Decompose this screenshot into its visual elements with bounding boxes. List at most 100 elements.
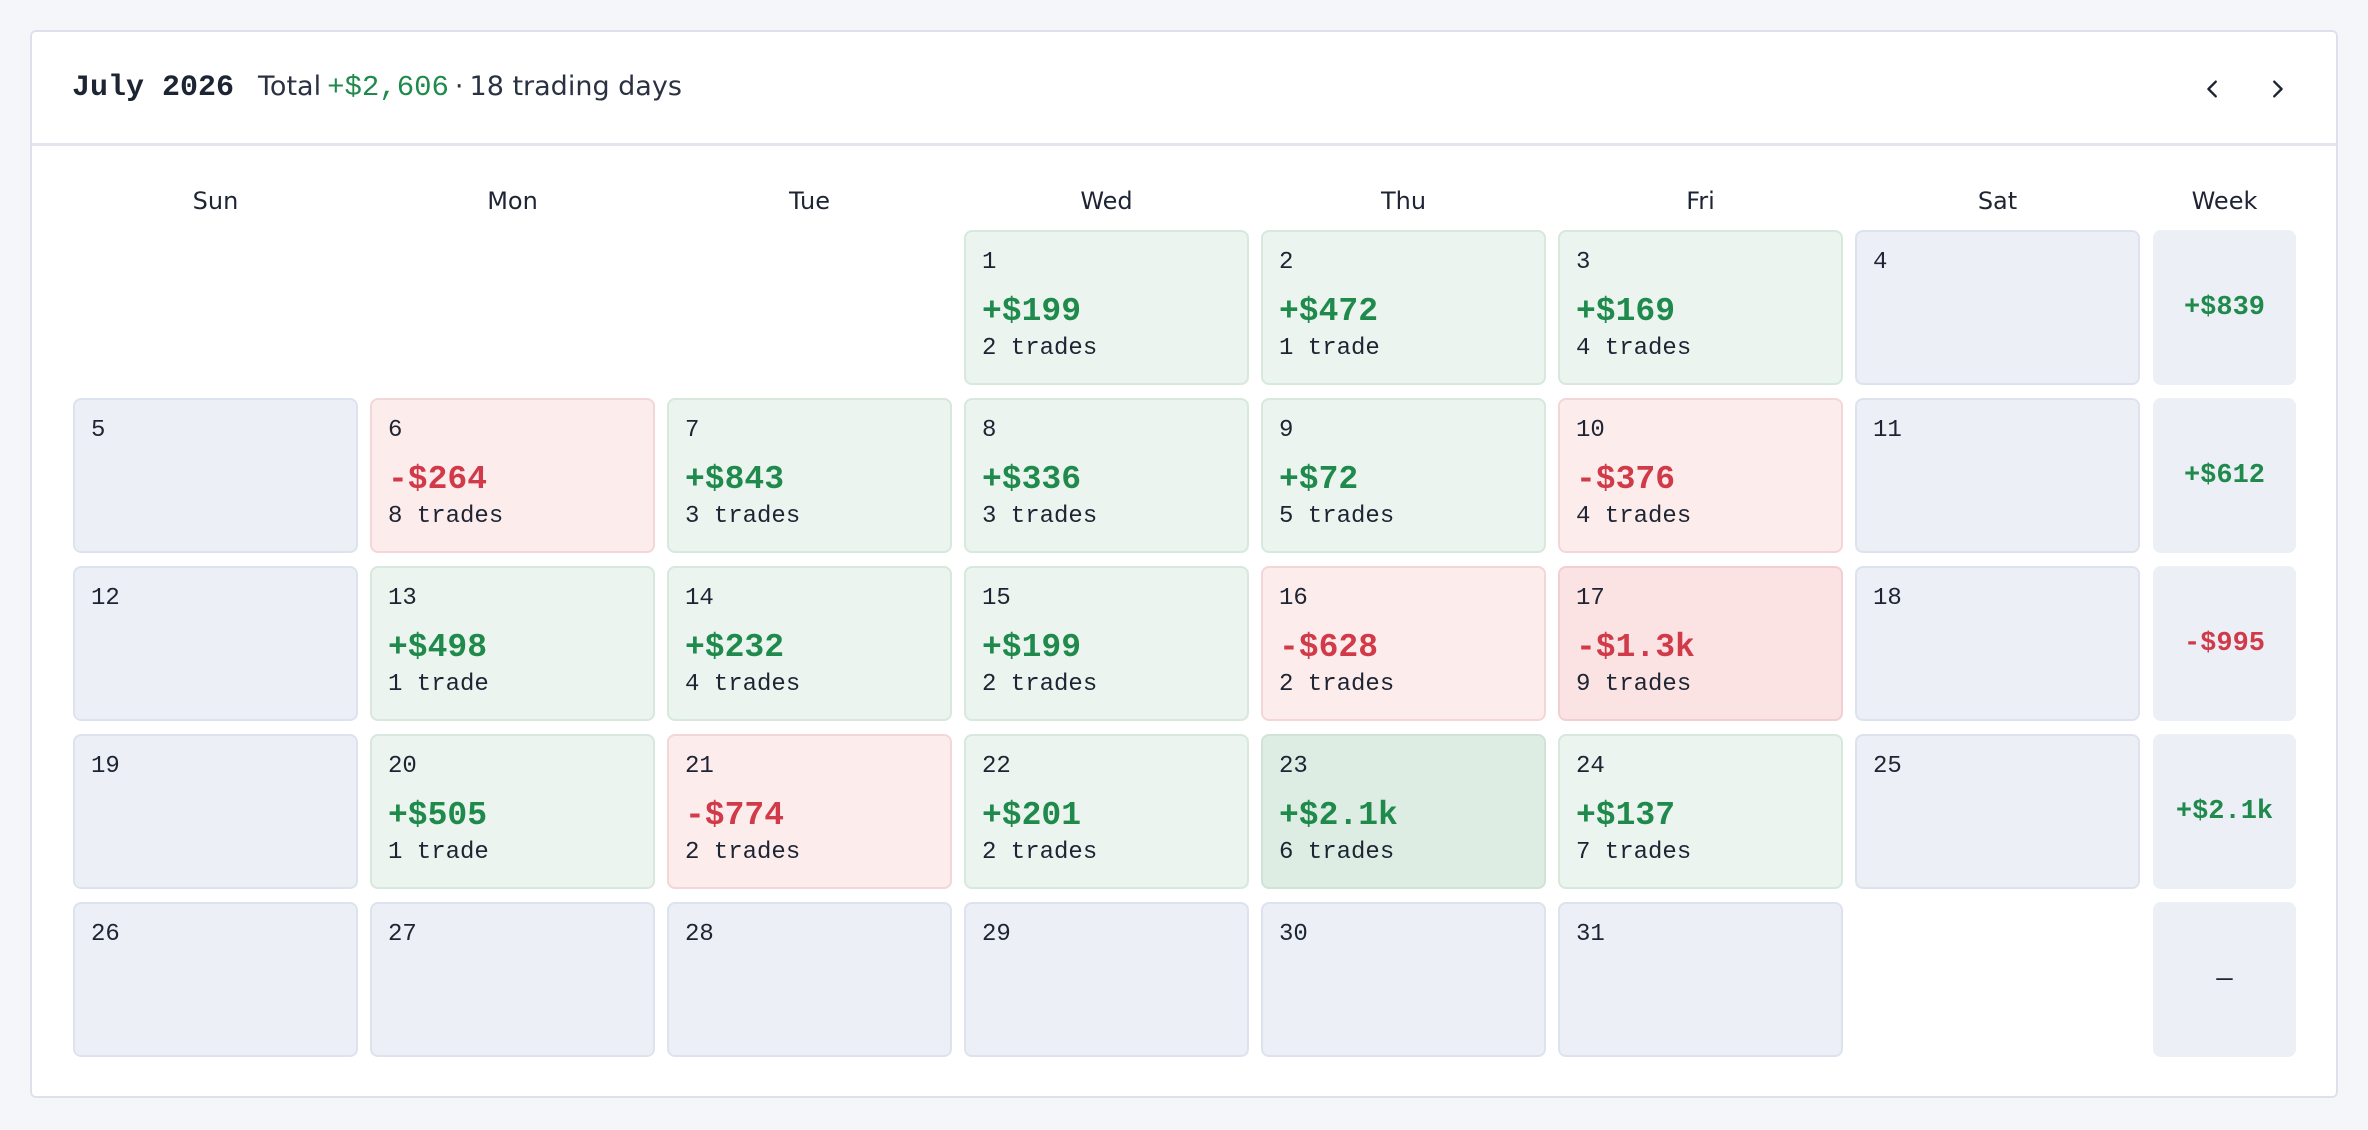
day-number: 31 <box>1576 921 1605 948</box>
day-number: 1 <box>982 249 997 276</box>
day-cell-29[interactable]: 29 <box>964 902 1249 1057</box>
day-trade-count: 4 trades <box>1576 503 1692 530</box>
day-pnl: -$264 <box>388 461 488 498</box>
day-number: 2 <box>1279 249 1294 276</box>
day-cell-18[interactable]: 18 <box>1855 566 2140 721</box>
month-navigation <box>2194 32 2296 146</box>
day-number: 4 <box>1873 249 1888 276</box>
day-number: 24 <box>1576 753 1605 780</box>
chevron-right-icon <box>2273 80 2283 98</box>
day-cell-15[interactable]: 15 +$199 2 trades <box>964 566 1249 721</box>
day-pnl: +$199 <box>982 293 1082 330</box>
day-cell-10[interactable]: 10 -$376 4 trades <box>1558 398 1843 553</box>
day-cell-22[interactable]: 22 +$201 2 trades <box>964 734 1249 889</box>
day-trade-count: 1 trade <box>388 839 489 866</box>
pnl-calendar-card: July 2026 Total +$2,606 · 18 trading day… <box>30 30 2338 1098</box>
day-pnl: +$505 <box>388 797 488 834</box>
day-pnl: +$72 <box>1279 461 1359 498</box>
day-cell-6[interactable]: 6 -$264 8 trades <box>370 398 655 553</box>
calendar-header: July 2026 Total +$2,606 · 18 trading day… <box>32 32 2336 146</box>
day-cell-17[interactable]: 17 -$1.3k 9 trades <box>1558 566 1843 721</box>
day-number: 22 <box>982 753 1011 780</box>
day-pnl: -$774 <box>685 797 785 834</box>
day-trade-count: 9 trades <box>1576 671 1692 698</box>
day-number: 16 <box>1279 585 1308 612</box>
day-pnl: +$137 <box>1576 797 1676 834</box>
chevron-left-icon <box>2207 80 2217 98</box>
day-pnl: +$199 <box>982 629 1082 666</box>
day-cell-5[interactable]: 5 <box>73 398 358 553</box>
day-cell-24[interactable]: 24 +$137 7 trades <box>1558 734 1843 889</box>
day-trade-count: 7 trades <box>1576 839 1692 866</box>
day-cell-12[interactable]: 12 <box>73 566 358 721</box>
previous-month-button[interactable] <box>2194 70 2232 108</box>
day-pnl: -$376 <box>1576 461 1676 498</box>
day-cell-21[interactable]: 21 -$774 2 trades <box>667 734 952 889</box>
day-pnl: -$628 <box>1279 629 1379 666</box>
day-cell-28[interactable]: 28 <box>667 902 952 1057</box>
day-cell-9[interactable]: 9 +$72 5 trades <box>1261 398 1546 553</box>
day-cell-19[interactable]: 19 <box>73 734 358 889</box>
day-number: 23 <box>1279 753 1308 780</box>
next-month-button[interactable] <box>2258 70 2296 108</box>
day-cell-23[interactable]: 23 +$2.1k 6 trades <box>1261 734 1546 889</box>
week-total-3: -$995 <box>2153 566 2296 721</box>
day-trade-count: 3 trades <box>982 503 1098 530</box>
day-trade-count: 4 trades <box>685 671 801 698</box>
day-cell-4[interactable]: 4 <box>1855 230 2140 385</box>
day-cell-30[interactable]: 30 <box>1261 902 1546 1057</box>
day-cell-3[interactable]: 3 +$169 4 trades <box>1558 230 1843 385</box>
day-pnl: +$169 <box>1576 293 1676 330</box>
day-cell-27[interactable]: 27 <box>370 902 655 1057</box>
day-number: 6 <box>388 417 403 444</box>
day-pnl: +$498 <box>388 629 488 666</box>
day-trade-count: 5 trades <box>1279 503 1395 530</box>
week-total-4: +$2.1k <box>2153 734 2296 889</box>
day-number: 9 <box>1279 417 1294 444</box>
day-trade-count: 3 trades <box>685 503 801 530</box>
day-pnl: +$336 <box>982 461 1082 498</box>
day-trade-count: 2 trades <box>982 335 1098 362</box>
day-cell-14[interactable]: 14 +$232 4 trades <box>667 566 952 721</box>
day-cell-7[interactable]: 7 +$843 3 trades <box>667 398 952 553</box>
day-cell-26[interactable]: 26 <box>73 902 358 1057</box>
day-number: 15 <box>982 585 1011 612</box>
day-pnl: +$201 <box>982 797 1082 834</box>
day-cell-8[interactable]: 8 +$336 3 trades <box>964 398 1249 553</box>
day-number: 27 <box>388 921 417 948</box>
day-cell-2[interactable]: 2 +$472 1 trade <box>1261 230 1546 385</box>
day-number: 18 <box>1873 585 1902 612</box>
day-cell-13[interactable]: 13 +$498 1 trade <box>370 566 655 721</box>
day-number: 28 <box>685 921 714 948</box>
day-number: 21 <box>685 753 714 780</box>
day-cell-11[interactable]: 11 <box>1855 398 2140 553</box>
week-total-2: +$612 <box>2153 398 2296 553</box>
day-number: 30 <box>1279 921 1308 948</box>
day-trade-count: 2 trades <box>1279 671 1395 698</box>
day-number: 14 <box>685 585 714 612</box>
day-cell-31[interactable]: 31 <box>1558 902 1843 1057</box>
weekday-header-mon: Mon <box>487 187 538 215</box>
trading-days-count: 18 trading days <box>469 71 682 102</box>
week-total-1: +$839 <box>2153 230 2296 385</box>
day-trade-count: 1 trade <box>1279 335 1380 362</box>
day-number: 26 <box>91 921 120 948</box>
day-number: 17 <box>1576 585 1605 612</box>
weekday-header-week: Week <box>2191 187 2258 215</box>
day-number: 29 <box>982 921 1011 948</box>
day-trade-count: 8 trades <box>388 503 504 530</box>
day-trade-count: 2 trades <box>685 839 801 866</box>
day-number: 5 <box>91 417 106 444</box>
day-number: 25 <box>1873 753 1902 780</box>
day-cell-25[interactable]: 25 <box>1855 734 2140 889</box>
day-cell-1[interactable]: 1 +$199 2 trades <box>964 230 1249 385</box>
day-pnl: -$1.3k <box>1576 629 1695 666</box>
weekday-header-wed: Wed <box>1080 187 1133 215</box>
day-number: 19 <box>91 753 120 780</box>
day-cell-20[interactable]: 20 +$505 1 trade <box>370 734 655 889</box>
day-trade-count: 2 trades <box>982 839 1098 866</box>
day-trade-count: 4 trades <box>1576 335 1692 362</box>
day-cell-16[interactable]: 16 -$628 2 trades <box>1261 566 1546 721</box>
weekday-header-fri: Fri <box>1686 187 1715 215</box>
total-value: +$2,606 <box>327 71 449 104</box>
